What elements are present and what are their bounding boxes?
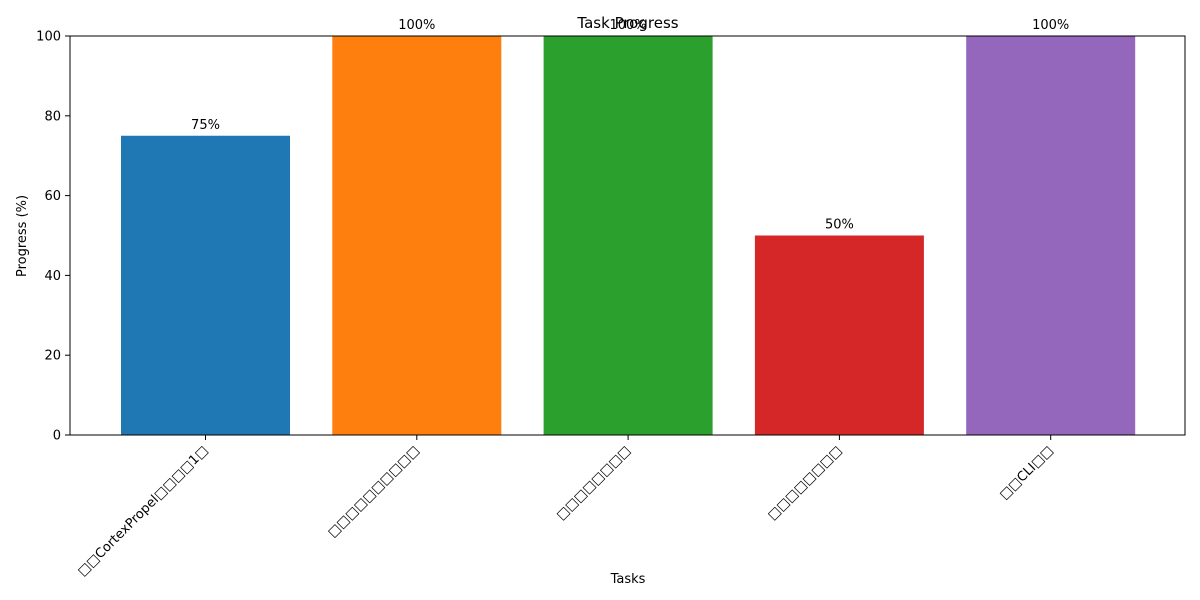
bar-value-label-2: 100% — [398, 18, 435, 33]
value-labels-group: 75% 100% 100% 50% 100% — [191, 18, 1069, 233]
x-tick-label-4: □□□□□□□□ — [765, 443, 845, 523]
bar-5 — [966, 36, 1136, 435]
bar-value-label-3: 100% — [610, 18, 647, 33]
y-axis: 0 20 40 60 80 100 — [36, 30, 70, 444]
bar-value-label-5: 100% — [1032, 18, 1069, 33]
plot-frame — [69, 35, 1186, 436]
x-tick-label-2: □□□□□□□□□□ — [325, 443, 422, 540]
bars-group — [121, 36, 1136, 435]
y-tick-label-80: 80 — [44, 109, 61, 124]
chart-title: Task Progress — [576, 14, 678, 32]
bar-3 — [543, 36, 713, 435]
y-tick-label-100: 100 — [36, 30, 61, 45]
y-tick-label-40: 40 — [44, 269, 61, 284]
x-tick-label-1: □□CortexPropel□□□□1□ — [75, 443, 211, 579]
x-axis: □□CortexPropel□□□□1□ □□□□□□□□□□ □□□□□□□□ □□… — [75, 435, 1057, 579]
y-tick-label-0: 0 — [53, 429, 61, 444]
bar-4 — [754, 235, 924, 435]
x-tick-label-5: □□CLI□□ — [997, 443, 1057, 503]
y-tick-label-60: 60 — [44, 189, 61, 204]
y-tick-label-20: 20 — [44, 349, 61, 364]
bar-2 — [332, 36, 502, 435]
bar-value-label-1: 75% — [191, 118, 220, 133]
y-axis-label: Progress (%) — [15, 195, 30, 277]
x-axis-label: Tasks — [610, 572, 646, 587]
bar-value-label-4: 50% — [825, 218, 854, 233]
x-tick-label-3: □□□□□□□□ — [554, 443, 634, 523]
bar-1 — [121, 135, 290, 435]
